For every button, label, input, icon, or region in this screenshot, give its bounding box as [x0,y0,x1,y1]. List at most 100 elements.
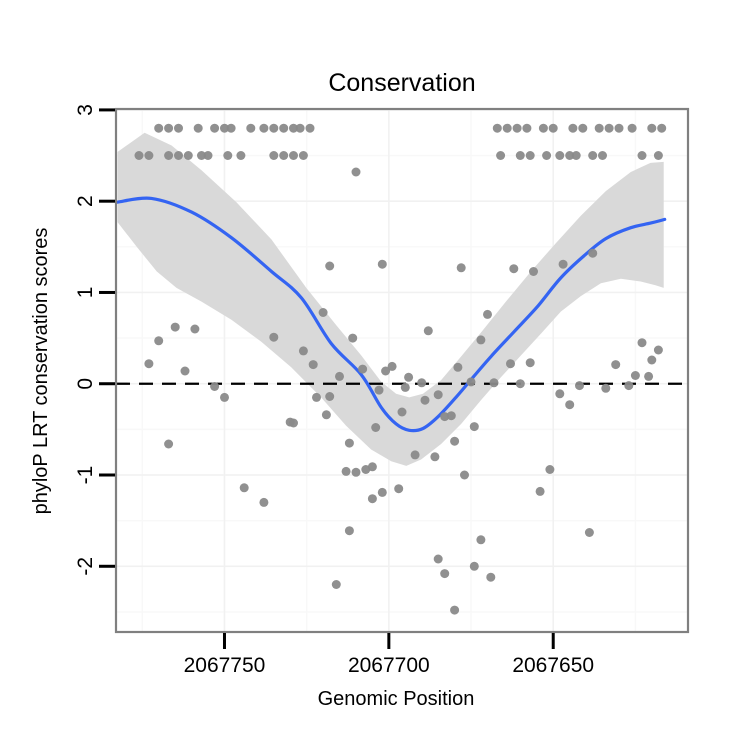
data-point [344,438,354,448]
data-point [377,259,387,269]
x-axis-title: Genomic Position [318,688,475,710]
data-point [630,371,640,380]
data-point [502,123,512,133]
data-point [588,248,598,258]
data-point [604,123,614,133]
data-point [164,439,174,449]
data-point [653,345,663,355]
data-point [594,123,604,133]
y-tick-label: 3 [74,104,97,116]
x-tick-label: 2067750 [184,654,266,677]
scatter-points-layer [134,123,667,615]
data-point [578,123,588,133]
data-point [289,123,298,133]
x-tick-label: 2067700 [348,654,430,677]
data-point [367,462,377,472]
data-point [483,309,492,319]
data-point [476,335,486,345]
data-point [555,389,565,399]
panel-frame-layer [114,107,690,634]
data-point [259,123,269,133]
data-point [325,392,335,401]
data-point [624,381,634,391]
data-point [420,395,430,405]
data-point [325,261,335,271]
data-point [351,167,361,177]
data-point [210,382,220,391]
smooth-line-layer [116,196,667,433]
data-point [653,151,663,160]
data-point [440,412,450,422]
data-point [548,123,558,133]
data-point [506,359,515,369]
data-point [598,151,607,160]
data-point [509,264,519,274]
data-point [584,528,594,537]
data-point [377,487,387,497]
data-point [351,467,361,477]
data-point [236,151,246,160]
data-point [134,151,144,160]
plot-title: Conservation [328,69,475,97]
data-point [571,151,581,160]
y-axis-title: phyloP LRT conservation scores [30,228,52,515]
data-point [193,123,203,133]
data-point [269,332,279,342]
data-point [246,123,256,133]
data-point [627,123,637,133]
data-point [344,526,354,536]
data-point [525,151,535,160]
data-point [318,308,328,317]
data-point [525,358,535,368]
data-point [164,123,174,133]
data-point [305,123,315,133]
confidence-band-layer [117,132,664,466]
data-point [312,392,321,402]
data-point [601,383,611,393]
data-point [545,465,555,474]
data-point [538,123,548,133]
data-point [170,322,180,332]
data-point [657,123,667,133]
data-point [476,535,486,545]
data-point [410,450,420,460]
panel-border [114,107,690,634]
data-point [460,470,469,480]
y-tick-label: 0 [74,378,97,390]
data-point [367,494,377,504]
data-point [210,123,220,133]
data-point [190,324,200,334]
y-tick-label: 2 [74,195,97,207]
data-point [542,151,552,160]
data-point [259,497,269,507]
data-point [154,336,164,346]
data-point [154,123,164,133]
data-point [515,151,525,160]
data-point [335,371,344,381]
data-point [522,123,532,133]
data-point [637,338,647,348]
data-point [295,123,305,133]
data-point [279,151,289,160]
confidence-band [117,132,664,466]
data-point [387,361,397,371]
data-point [529,267,538,276]
tick-labels-layer: 2067750 2067700 2067650 3 2 1 0 -1 -2 [74,104,594,677]
data-point [220,123,229,133]
data-point [164,151,174,160]
data-point [394,484,404,494]
y-tick-label: -2 [74,557,97,576]
data-point [512,123,522,133]
data-point [644,371,654,381]
data-point [440,569,450,579]
data-point [423,326,433,336]
data-point [144,151,154,160]
data-point [371,423,381,432]
data-point [358,364,368,374]
data-point [226,123,236,133]
data-point [174,123,183,133]
data-point [298,151,308,160]
data-point [144,359,154,369]
data-point [279,123,289,133]
